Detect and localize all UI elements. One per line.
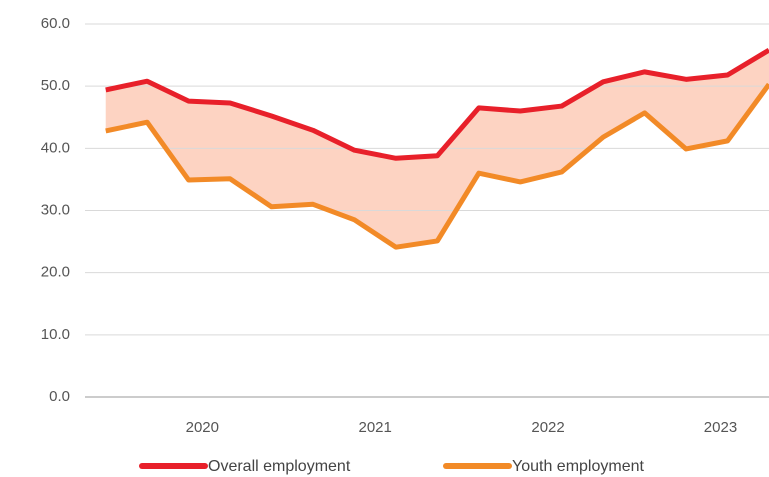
y-tick-label: 50.0 xyxy=(41,77,70,94)
y-tick-label: 30.0 xyxy=(41,201,70,218)
y-tick-label: 20.0 xyxy=(41,264,70,281)
x-tick-label: 2021 xyxy=(358,419,391,436)
x-tick-label: 2020 xyxy=(186,419,219,436)
y-tick-label: 40.0 xyxy=(41,139,70,156)
legend-label: Overall employment xyxy=(208,458,351,475)
legend-label: Youth employment xyxy=(512,458,644,475)
x-tick-label: 2022 xyxy=(531,419,564,436)
x-tick-label: 2023 xyxy=(704,419,737,436)
y-tick-label: 0.0 xyxy=(49,388,70,405)
band-area xyxy=(105,50,769,248)
series-line xyxy=(105,47,769,161)
series-line xyxy=(105,82,769,250)
y-tick-label: 60.0 xyxy=(41,15,70,32)
y-tick-label: 10.0 xyxy=(41,326,70,343)
